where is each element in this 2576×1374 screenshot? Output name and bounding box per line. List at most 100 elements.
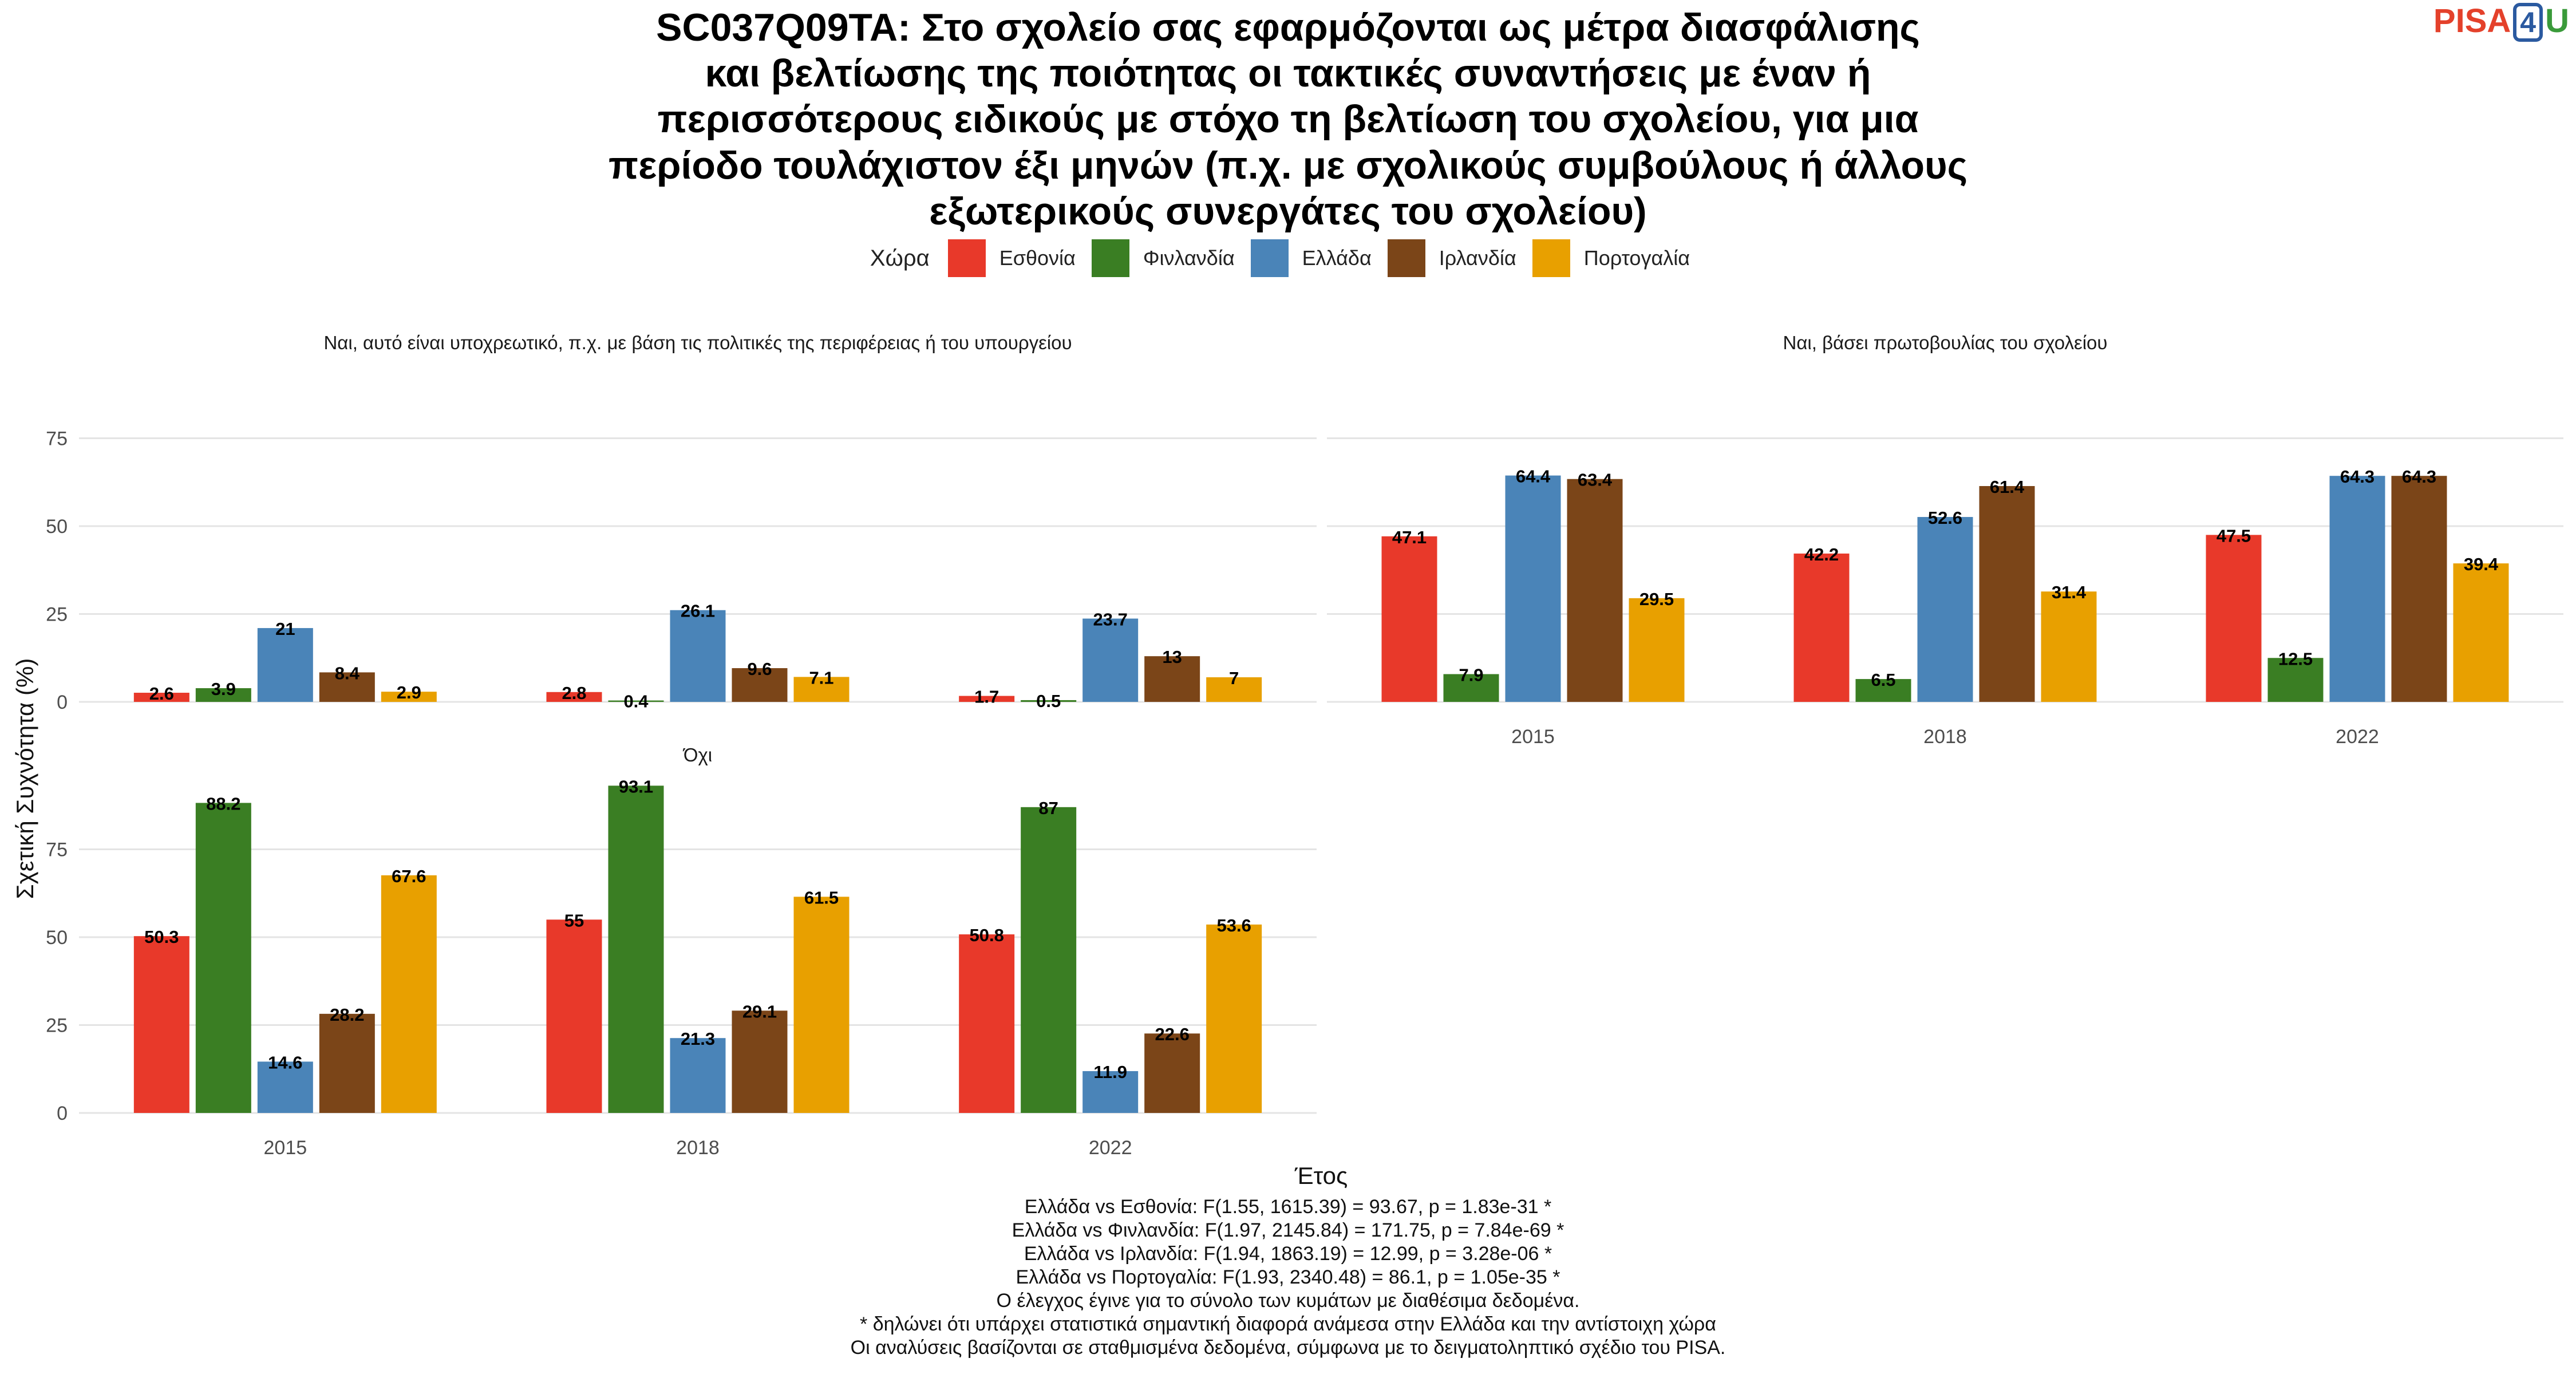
data-label: 9.6 xyxy=(747,659,772,679)
y-tick-label: 50 xyxy=(46,516,68,538)
x-tick-label: 2015 xyxy=(264,1137,307,1159)
data-label: 93.1 xyxy=(619,776,653,796)
bar-ireland-2018 xyxy=(732,668,788,702)
x-tick-label: 2018 xyxy=(676,1137,720,1159)
data-label: 42.2 xyxy=(1804,544,1839,564)
y-axis-title: Σχετική Συχνότητα (%) xyxy=(11,658,38,899)
y-tick-label: 0 xyxy=(57,1103,68,1124)
bar-finland-2015 xyxy=(1443,674,1499,702)
legend-item-finland: Φινλανδία xyxy=(1091,239,1235,277)
bar-greece-2015 xyxy=(257,1061,313,1113)
data-label: 11.9 xyxy=(1093,1062,1127,1082)
y-tick-label: 75 xyxy=(46,839,68,861)
y-tick-label: 25 xyxy=(46,1015,68,1037)
bar-portugal-2018 xyxy=(2041,591,2097,702)
bar-greece-2015 xyxy=(257,628,313,702)
note-line: Ελλάδα vs Ιρλανδία: F(1.94, 1863.19) = 1… xyxy=(1024,1243,1552,1265)
data-label: 26.1 xyxy=(681,601,715,621)
bar-estonia-2018 xyxy=(546,692,602,702)
legend-swatch xyxy=(1250,239,1289,277)
legend-swatch xyxy=(947,239,986,277)
data-label: 64.3 xyxy=(2402,467,2436,487)
bar-portugal-2015 xyxy=(381,692,437,702)
panel-title: Ναι, αυτό είναι υποχρεωτικό, π.χ. με βάσ… xyxy=(323,332,1072,353)
data-label: 13 xyxy=(1162,647,1182,667)
data-label: 61.4 xyxy=(1990,477,2025,497)
data-label: 67.6 xyxy=(392,866,426,886)
data-label: 22.6 xyxy=(1155,1024,1189,1044)
panel-title: Όχι xyxy=(682,744,712,765)
bar-portugal-2018 xyxy=(793,677,850,702)
data-label: 53.6 xyxy=(1216,915,1251,935)
note-line: Ο έλεγχος έγινε για το σύνολο των κυμάτω… xyxy=(996,1290,1580,1312)
legend-item-portugal: Πορτογαλία xyxy=(1532,239,1690,277)
bar-estonia-2015 xyxy=(133,936,189,1113)
data-label: 39.4 xyxy=(2464,554,2499,574)
bar-finland-2022 xyxy=(1021,700,1077,702)
data-label: 63.4 xyxy=(1578,470,1613,490)
panel-title: Ναι, βάσει πρωτοβουλίας του σχολείου xyxy=(1783,332,2108,353)
y-tick-label: 0 xyxy=(57,692,68,713)
data-label: 8.4 xyxy=(335,663,360,683)
data-label: 52.6 xyxy=(1928,508,1962,528)
data-label: 12.5 xyxy=(2278,649,2313,669)
bar-greece-2022 xyxy=(2329,476,2385,702)
bar-greece-2018 xyxy=(670,1038,726,1113)
bar-portugal-2022 xyxy=(1206,924,1262,1113)
legend-item-estonia: Εσθονία xyxy=(947,239,1076,277)
data-label: 3.9 xyxy=(211,679,236,699)
data-label: 47.1 xyxy=(1392,527,1427,547)
note-line: Οι αναλύσεις βασίζονται σε σταθμισμένα δ… xyxy=(850,1337,1726,1359)
data-label: 47.5 xyxy=(2217,526,2251,546)
data-label: 2.6 xyxy=(149,684,174,704)
faceted-bar-chart: 0 25 50 75 Ναι, αυτό είναι υποχρεωτικό, π.χ.… xyxy=(11,332,2563,1189)
legend-swatch xyxy=(1532,239,1570,277)
bar-finland-2018 xyxy=(1855,679,1911,702)
statistical-notes: Ελλάδα vs Εσθονία: F(1.55, 1615.39) = 93… xyxy=(630,1195,1946,1360)
bar-finland-2018 xyxy=(608,700,664,702)
x-tick-label: 2015 xyxy=(1511,726,1555,748)
bar-finland-2022 xyxy=(2267,658,2324,702)
bar-finland-2015 xyxy=(195,688,251,702)
bar-portugal-2015 xyxy=(381,875,437,1113)
bar-ireland-2015 xyxy=(319,672,375,702)
data-label: 64.3 xyxy=(2340,467,2374,487)
bar-estonia-2022 xyxy=(2206,535,2262,702)
pisa4u-logo: PISA 4 U xyxy=(2433,3,2569,42)
data-label: 64.4 xyxy=(1516,467,1551,487)
legend: Χώρα Εσθονία Φινλανδία Ελλάδα Ιρλανδία Π… xyxy=(0,239,2576,277)
bar-finland-2015 xyxy=(195,803,251,1113)
bar-ireland-2018 xyxy=(1979,486,2035,702)
x-tick-label: 2022 xyxy=(1089,1137,1132,1159)
y-tick-label: 75 xyxy=(46,428,68,450)
bar-greece-2018 xyxy=(670,610,726,702)
data-label: 14.6 xyxy=(268,1052,302,1072)
bar-finland-2022 xyxy=(1021,807,1077,1113)
data-label: 21.3 xyxy=(681,1029,715,1049)
data-label: 29.1 xyxy=(742,1001,777,1021)
bar-estonia-2022 xyxy=(959,696,1015,702)
bar-estonia-2022 xyxy=(959,934,1015,1113)
bar-portugal-2015 xyxy=(1629,598,1685,702)
legend-item-greece: Ελλάδα xyxy=(1250,239,1372,277)
legend-swatch xyxy=(1091,239,1129,277)
bar-ireland-2015 xyxy=(1567,479,1623,702)
note-line: * δηλώνει ότι υπάρχει στατιστικά σημαντι… xyxy=(860,1313,1716,1335)
note-line: Ελλάδα vs Φινλανδία: F(1.97, 2145.84) = … xyxy=(1012,1219,1564,1241)
data-label: 31.4 xyxy=(2052,582,2087,602)
data-label: 7.9 xyxy=(1459,665,1483,685)
bar-ireland-2022 xyxy=(2391,476,2447,702)
data-label: 21 xyxy=(275,619,295,639)
bar-portugal-2022 xyxy=(1206,677,1262,702)
legend-swatch xyxy=(1387,239,1425,277)
data-label: 50.8 xyxy=(969,925,1003,945)
bar-portugal-2018 xyxy=(793,897,850,1113)
data-label: 7.1 xyxy=(809,668,833,688)
data-label: 2.9 xyxy=(397,682,421,702)
bar-finland-2018 xyxy=(608,785,664,1113)
bar-estonia-2015 xyxy=(1381,536,1437,702)
bar-estonia-2018 xyxy=(1793,553,1850,702)
note-line: Ελλάδα vs Πορτογαλία: F(1.93, 2340.48) =… xyxy=(1016,1266,1560,1288)
bar-estonia-2015 xyxy=(133,693,189,702)
data-label: 0.4 xyxy=(623,692,649,712)
